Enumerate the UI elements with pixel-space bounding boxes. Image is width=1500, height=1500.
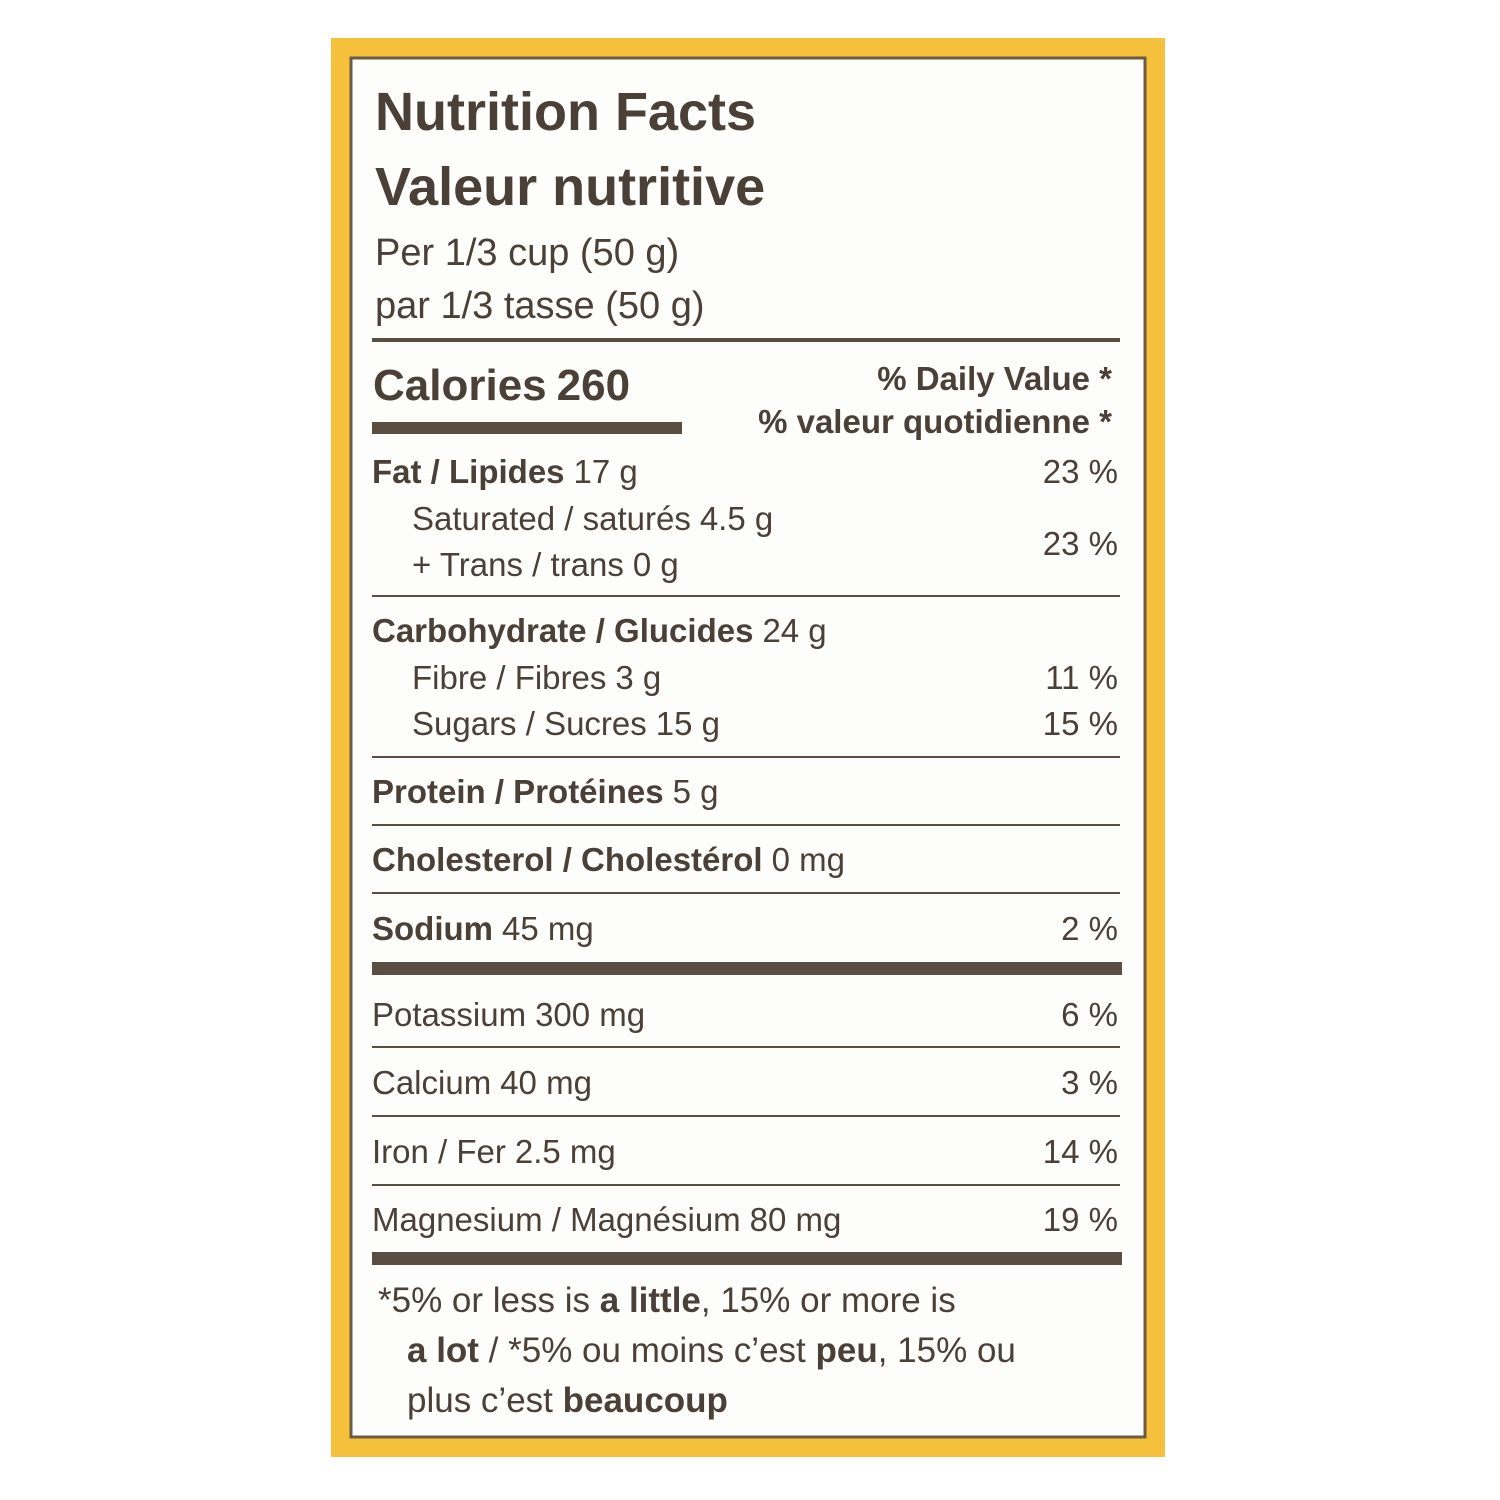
nutrient-amount: 15 g [656,705,720,742]
daily-value-percent: 23 % [1043,525,1118,562]
nutrient-row: Potassium 300 mg [372,996,645,1033]
daily-value-percent: 6 % [1061,996,1118,1033]
footnote-text: a lot [407,1331,479,1370]
nutrient-amount: 2.5 mg [515,1133,616,1170]
serving-fr: par 1/3 tasse (50 g) [375,285,705,327]
nutrient-name: Sugars / Sucres [412,705,647,742]
nutrient-amount: 0 g [633,546,679,583]
footnote-text: beaucoup [563,1381,728,1420]
nutrient-name: Magnesium / Magnésium [372,1201,741,1238]
nutrient-row: Protein / Protéines 5 g [372,773,718,810]
daily-value-percent: 19 % [1043,1201,1118,1238]
nutrient-name: Saturated / saturés [412,500,691,537]
nutrient-amount: 45 mg [502,910,594,947]
footnote-line: plus c’est beaucoup [407,1381,728,1420]
rule-thick [372,1252,1122,1265]
daily-value-fr: % valeur quotidienne * [758,403,1112,440]
nutrient-row: + Trans / trans 0 g [412,546,679,583]
rule [372,1184,1120,1186]
daily-value-percent: 3 % [1061,1064,1118,1101]
nutrient-row: Sodium 45 mg [372,910,594,947]
nutrient-name: Carbohydrate / Glucides [372,612,753,649]
footnote-text: / *5% ou moins c’est [479,1331,816,1370]
nutrient-row: Calcium 40 mg [372,1064,592,1101]
nutrient-row: Fibre / Fibres 3 g [412,659,661,696]
footnote-text: *5% or less is [378,1281,600,1320]
footnote-text: , 15% or more is [701,1281,956,1320]
nutrient-amount: 40 mg [500,1064,592,1101]
footnote-text: a little [600,1281,701,1320]
nutrient-row: Cholesterol / Cholestérol 0 mg [372,841,845,878]
nutrient-name: Fat / Lipides [372,453,565,490]
nutrient-name: Potassium [372,996,526,1033]
rule [372,1046,1120,1048]
rule [372,824,1120,826]
nutrient-name: Sodium [372,910,493,947]
nutrient-name: Cholesterol / Cholestérol [372,841,763,878]
nutrient-amount: 0 mg [772,841,845,878]
footnote: *5% or less is a little, 15% or more isa… [378,1281,1016,1420]
nutrient-row: Iron / Fer 2.5 mg [372,1133,616,1170]
daily-value-percent: 23 % [1043,453,1118,490]
nutrient-row: Magnesium / Magnésium 80 mg [372,1201,841,1238]
rule-thick [372,962,1122,975]
nutrient-name: + Trans / trans [412,546,624,583]
rule [372,1115,1120,1117]
footnote-text: peu [816,1331,878,1370]
nutrient-amount: 3 g [615,659,661,696]
rule [372,756,1120,758]
serving-en: Per 1/3 cup (50 g) [375,232,679,274]
footnote-text: , 15% ou [878,1331,1016,1370]
nutrient-row: Sugars / Sucres 15 g [412,705,720,742]
nutrient-name: Fibre / Fibres [412,659,606,696]
nutrient-amount: 5 g [673,773,719,810]
footnote-line: a lot / *5% ou moins c’est peu, 15% ou [407,1331,1016,1370]
nutrient-name: Iron / Fer [372,1133,506,1170]
label-box [349,56,1147,1439]
nutrient-row: Saturated / saturés 4.5 g [412,500,773,537]
nutrient-rows: Fat / Lipides 17 g 23 % Saturated / saturés… [372,453,1118,1238]
nutrient-row: Fat / Lipides 17 g [372,453,638,490]
nutrient-amount: 24 g [762,612,826,649]
rule [372,338,1120,342]
footnote-text: plus c’est [407,1381,563,1420]
rule [372,595,1120,597]
daily-value-percent: 14 % [1043,1133,1118,1170]
nutrient-name: Protein / Protéines [372,773,664,810]
title-fr: Valeur nutritive [375,157,765,217]
nutrient-amount: 80 mg [750,1201,842,1238]
nutrient-amount: 300 mg [535,996,645,1033]
daily-value-percent: 11 % [1045,659,1118,696]
nutrient-amount: 4.5 g [700,500,773,537]
calories-value: 260 [557,361,630,410]
rule [372,892,1120,894]
title-en: Nutrition Facts [375,82,756,142]
daily-value-percent: 2 % [1061,910,1118,947]
calories-label: Calories [373,361,547,410]
nutrient-row: Carbohydrate / Glucides 24 g [372,612,827,649]
daily-value-percent: 15 % [1043,705,1118,742]
nutrient-amount: 17 g [574,453,638,490]
footnote-line: *5% or less is a little, 15% or more is [378,1281,956,1320]
nutrient-name: Calcium [372,1064,491,1101]
rule-thick [372,422,682,434]
daily-value-en: % Daily Value * [877,360,1112,397]
calories: Calories 260 [373,361,630,410]
